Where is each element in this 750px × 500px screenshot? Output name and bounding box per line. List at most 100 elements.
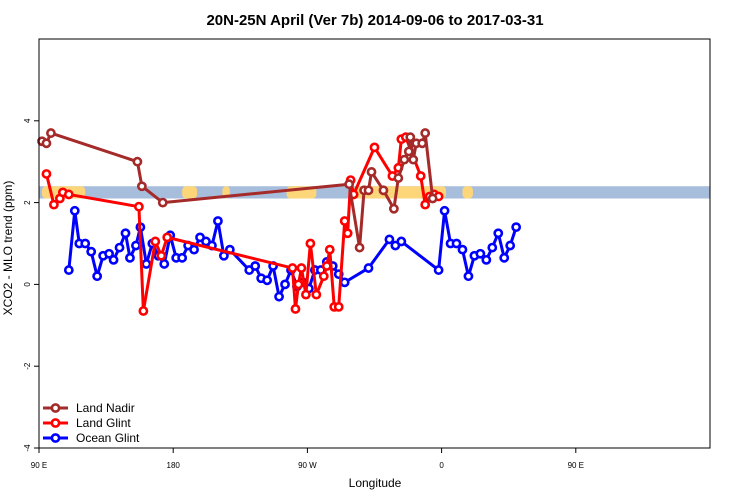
y-tick-label: 2 — [23, 200, 32, 205]
data-point — [363, 185, 374, 196]
series-line-segment — [437, 209, 447, 272]
data-point — [80, 238, 91, 249]
series-line-segment — [308, 242, 318, 297]
series-line-segment — [137, 205, 145, 313]
data-point — [339, 277, 350, 288]
legend-label: Land Glint — [76, 416, 131, 430]
series-line-segment — [328, 248, 336, 309]
data-point — [481, 254, 492, 265]
x-tick-label: 180 — [167, 461, 181, 470]
series-line-segment — [373, 145, 394, 178]
series-line-segment — [399, 239, 441, 272]
legend-label: Land Nadir — [76, 401, 135, 415]
data-point — [321, 261, 332, 271]
data-point — [378, 185, 389, 196]
data-point — [301, 289, 311, 300]
data-point — [213, 216, 223, 226]
data-point — [293, 279, 304, 290]
data-point — [433, 265, 444, 275]
series-land-nadir — [37, 128, 438, 253]
data-point — [262, 275, 273, 286]
data-point — [134, 201, 144, 212]
data-point — [86, 246, 97, 257]
data-point — [46, 128, 56, 138]
data-point — [136, 181, 147, 192]
data-point — [439, 205, 450, 216]
series-line-segment — [141, 239, 157, 313]
data-point — [366, 167, 377, 177]
data-point — [405, 132, 416, 143]
data-point — [290, 304, 301, 314]
series-line-segment — [161, 182, 351, 205]
data-point — [108, 254, 119, 265]
y-tick-label: -4 — [23, 444, 32, 452]
data-point — [162, 232, 173, 243]
data-point — [354, 242, 365, 253]
data-point — [159, 259, 170, 269]
data-point — [49, 199, 59, 210]
series-line-segment — [304, 242, 312, 297]
data-point — [177, 252, 188, 263]
x-tick-label: 90 W — [298, 461, 317, 470]
legend-item: Land Glint — [43, 416, 131, 430]
data-point — [156, 250, 167, 261]
data-point — [120, 228, 131, 239]
data-point — [150, 236, 161, 247]
data-point — [511, 222, 522, 233]
land-band-segment — [462, 186, 473, 199]
data-point — [451, 238, 462, 249]
series-layer — [37, 128, 522, 316]
data-point — [63, 265, 74, 275]
data-point — [393, 173, 404, 183]
data-point — [363, 263, 374, 273]
data-point — [408, 154, 419, 165]
data-point — [114, 242, 125, 253]
data-point — [342, 228, 353, 239]
data-point — [311, 289, 322, 300]
data-point — [457, 244, 468, 255]
legend-label: Ocean Glint — [76, 431, 140, 445]
data-point — [427, 193, 438, 204]
series-line-segment — [73, 209, 81, 245]
chart-title: 20N-25N April (Ver 7b) 2014-09-06 to 201… — [206, 12, 543, 29]
series-line-segment — [67, 192, 141, 209]
series-line-segment — [358, 188, 366, 250]
series-line-segment — [49, 131, 139, 164]
data-point — [388, 203, 399, 214]
legend-item: Ocean Glint — [43, 431, 140, 445]
data-point — [493, 228, 504, 239]
data-point — [403, 146, 414, 157]
data-point — [280, 279, 290, 290]
y-axis-label: XCO2 - MLO trend (ppm) — [1, 181, 15, 316]
data-point — [344, 179, 355, 190]
series-line-segment — [67, 209, 77, 272]
data-point — [296, 263, 307, 273]
data-point — [475, 248, 486, 259]
series-line-segment — [352, 145, 376, 196]
legend-item: Land Nadir — [43, 401, 135, 415]
data-point — [384, 234, 395, 245]
data-point — [333, 301, 344, 312]
data-point — [131, 240, 141, 251]
data-point — [132, 156, 143, 167]
data-point — [305, 238, 316, 249]
series-ocean-glint — [63, 205, 522, 302]
data-point — [420, 199, 431, 210]
data-point — [417, 138, 428, 149]
land-band-segment — [182, 186, 198, 199]
data-point — [189, 244, 199, 255]
y-tick-label: -2 — [23, 362, 32, 370]
series-line-segment — [367, 237, 391, 270]
series-land-glint — [41, 132, 444, 316]
data-point — [399, 154, 410, 165]
axis-ticks: 90 E 180 90 W 0 90 E -4 -2 0 2 4 — [23, 118, 584, 470]
data-point — [499, 252, 510, 263]
data-point — [250, 261, 261, 271]
data-point — [69, 205, 80, 216]
series-line-segment — [165, 235, 294, 270]
series-line-segment — [392, 176, 400, 211]
series-line-segment — [443, 209, 453, 245]
data-point — [141, 259, 152, 269]
data-point — [138, 306, 149, 316]
